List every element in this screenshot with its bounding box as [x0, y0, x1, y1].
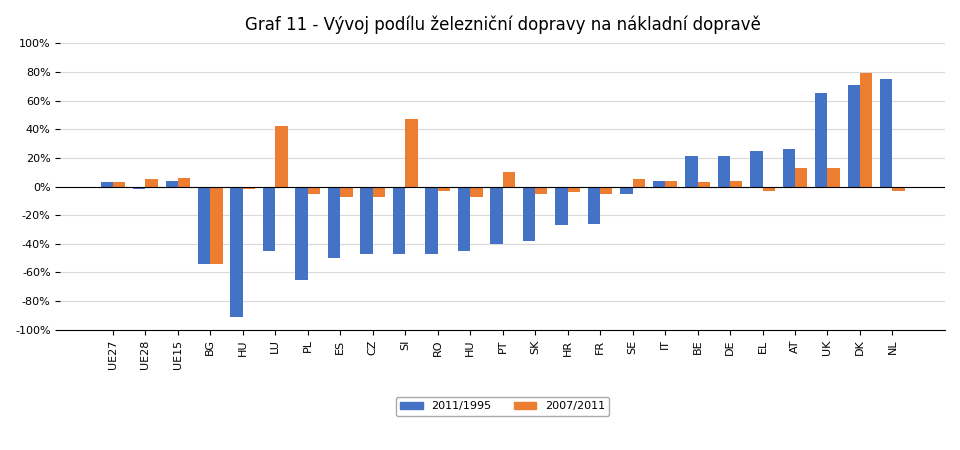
- Bar: [535, 187, 547, 194]
- Bar: [243, 187, 255, 189]
- Bar: [178, 178, 190, 187]
- Bar: [263, 187, 276, 251]
- Bar: [730, 181, 742, 187]
- Bar: [762, 187, 775, 191]
- Legend: 2011/1995, 2007/2011: 2011/1995, 2007/2011: [396, 397, 610, 416]
- Bar: [795, 168, 807, 187]
- Bar: [296, 187, 308, 279]
- Bar: [665, 181, 678, 187]
- Bar: [620, 187, 633, 194]
- Bar: [405, 119, 418, 187]
- Bar: [113, 182, 125, 187]
- Bar: [893, 187, 904, 191]
- Bar: [750, 151, 762, 187]
- Bar: [340, 187, 352, 197]
- Bar: [470, 187, 483, 197]
- Bar: [101, 182, 113, 187]
- Bar: [828, 168, 840, 187]
- Bar: [685, 157, 698, 187]
- Bar: [588, 187, 600, 224]
- Bar: [145, 180, 157, 187]
- Bar: [491, 187, 503, 244]
- Bar: [860, 73, 873, 187]
- Bar: [633, 180, 645, 187]
- Bar: [782, 149, 795, 187]
- Bar: [523, 187, 535, 241]
- Bar: [210, 187, 223, 264]
- Bar: [503, 172, 515, 187]
- Bar: [600, 187, 612, 194]
- Bar: [815, 94, 828, 187]
- Title: Graf 11 - Vývoj podílu železniční dopravy na nákladní dopravě: Graf 11 - Vývoj podílu železniční doprav…: [245, 15, 760, 33]
- Bar: [328, 187, 340, 258]
- Bar: [653, 181, 665, 187]
- Bar: [372, 187, 385, 197]
- Bar: [567, 187, 580, 192]
- Bar: [360, 187, 372, 254]
- Bar: [276, 126, 288, 187]
- Bar: [880, 79, 893, 187]
- Bar: [308, 187, 320, 194]
- Bar: [555, 187, 567, 225]
- Bar: [198, 187, 210, 264]
- Bar: [165, 181, 178, 187]
- Bar: [458, 187, 470, 251]
- Bar: [718, 157, 730, 187]
- Bar: [425, 187, 438, 254]
- Bar: [698, 182, 709, 187]
- Bar: [848, 85, 860, 187]
- Bar: [230, 187, 243, 317]
- Bar: [133, 187, 145, 189]
- Bar: [393, 187, 405, 254]
- Bar: [438, 187, 450, 191]
